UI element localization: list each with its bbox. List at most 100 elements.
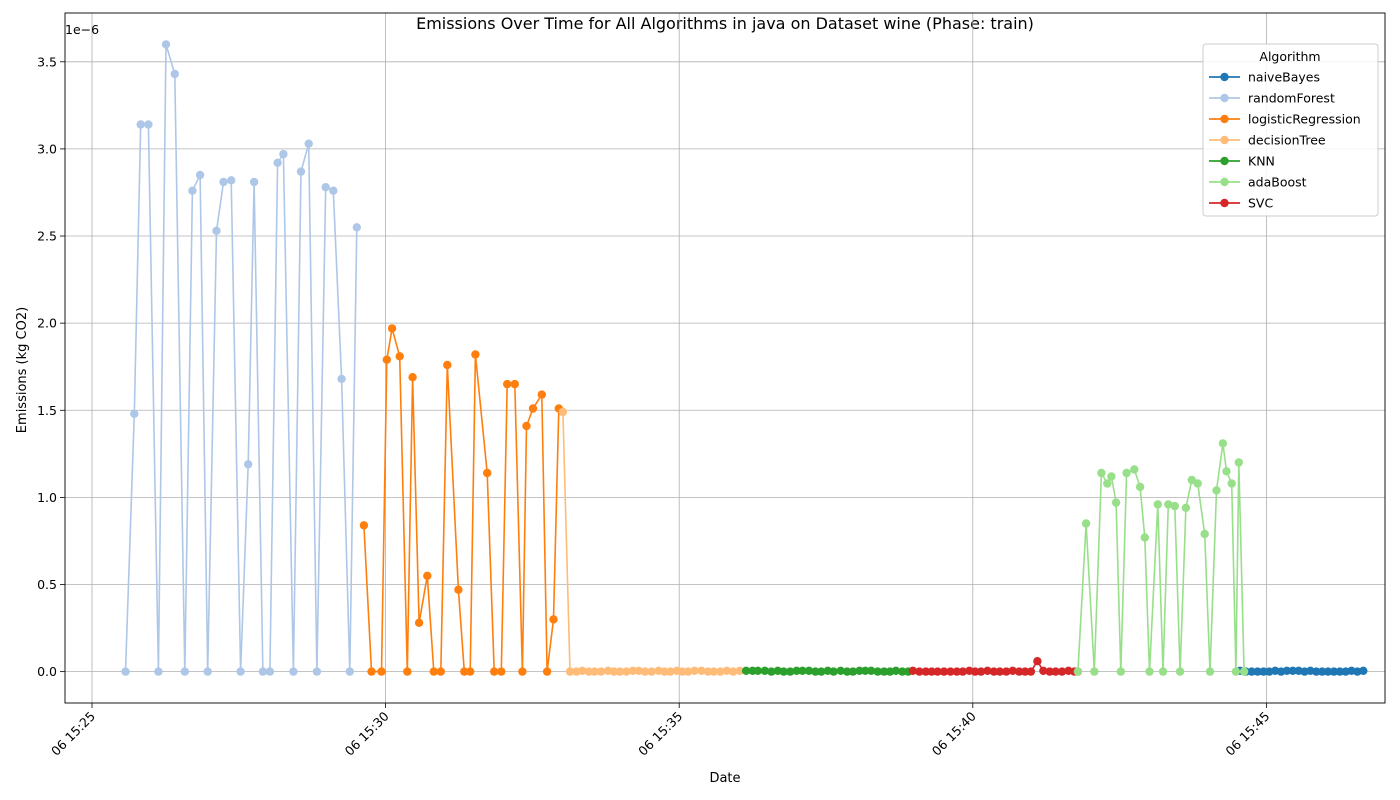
data-point-decisionTree [615,667,625,676]
data-point-logisticRegression [377,667,386,676]
data-point-randomForest [289,667,298,676]
data-point-randomForest [121,667,130,676]
data-point-SVC [1015,667,1024,676]
data-point-decisionTree [660,667,669,676]
data-point-KNN [792,666,801,675]
y-tick-label: 2.0 [37,316,57,331]
data-point-naiveBayes [1247,667,1256,676]
legend-marker [1220,135,1229,145]
data-point-KNN [842,667,852,676]
data-point-adaBoost [1081,519,1091,528]
data-point-randomForest [212,226,221,235]
data-point-adaBoost [1181,503,1191,512]
legend-entry-SVC: SVC [1209,196,1273,211]
data-point-KNN [811,667,820,676]
data-point-adaBoost [1175,667,1185,676]
data-point-randomForest [161,40,171,49]
data-point-randomForest [337,374,346,384]
legend-entry-naiveBayes: naiveBayes [1209,70,1320,85]
data-point-naiveBayes [1282,666,1292,675]
data-point-SVC [915,667,924,676]
data-point-KNN [867,666,876,675]
legend-marker [1220,93,1229,103]
data-point-adaBoost [1145,667,1154,676]
data-point-decisionTree [596,667,606,676]
data-point-logisticRegression [497,667,506,676]
data-point-decisionTree [683,667,693,676]
data-point-decisionTree [558,407,568,417]
data-point-randomForest [304,139,313,148]
data-point-SVC [983,666,992,675]
data-point-naiveBayes [1359,666,1368,675]
series-lines [121,40,1368,676]
data-point-KNN [836,666,845,675]
data-point-KNN [891,666,901,675]
data-point-logisticRegression [359,521,369,530]
data-point-decisionTree [628,666,637,675]
legend-label: decisionTree [1248,133,1326,148]
data-point-logisticRegression [518,667,527,676]
series-adaBoost [1073,439,1249,676]
data-point-adaBoost [1153,500,1163,509]
data-point-decisionTree [609,667,619,676]
data-point-logisticRegression [423,571,432,580]
data-point-decisionTree [703,667,713,676]
data-point-decisionTree [677,667,687,676]
data-point-SVC [1039,666,1048,675]
legend-entry-KNN: KNN [1209,154,1275,169]
data-point-randomForest [352,223,361,232]
data-point-logisticRegression [414,618,424,627]
data-point-randomForest [273,158,282,167]
legend-entry-decisionTree: decisionTree [1209,133,1326,148]
data-point-KNN [804,666,814,675]
data-point-logisticRegression [528,404,538,413]
data-point-adaBoost [1103,479,1112,488]
data-point-KNN [879,667,889,676]
data-point-logisticRegression [503,379,512,389]
data-point-logisticRegression [471,350,480,359]
data-point-logisticRegression [403,667,412,676]
data-point-decisionTree [735,666,744,675]
data-point-randomForest [296,167,306,176]
y-tick-label: 1.0 [37,490,57,505]
x-axis-label: Date [709,771,740,786]
legend-marker [1220,114,1229,124]
series-logisticRegression [359,324,563,676]
series-line-randomForest [124,43,358,673]
data-point-SVC [1033,657,1042,666]
data-point-decisionTree [729,667,738,676]
data-point-SVC [1051,667,1060,676]
data-point-KNN [855,666,864,675]
data-point-SVC [921,667,930,676]
legend-label: randomForest [1248,91,1335,106]
data-point-SVC [995,667,1004,676]
data-point-decisionTree [709,667,718,676]
legend: Algorithm naiveBayes randomForest logistic… [1202,43,1379,217]
data-point-randomForest [329,186,338,195]
data-point-KNN [760,666,770,675]
data-point-logisticRegression [510,379,519,389]
data-point-randomForest [188,186,197,195]
legend-marker [1220,72,1229,82]
data-point-decisionTree [690,666,699,675]
data-point-SVC [946,667,955,676]
data-point-SVC [970,667,980,676]
data-point-SVC [939,667,949,676]
series-decisionTree [558,407,744,676]
legend-entry-logisticRegression: logisticRegression [1209,112,1361,127]
data-point-randomForest [249,177,259,187]
data-point-KNN [848,667,858,676]
data-point-logisticRegression [382,355,391,364]
data-point-naiveBayes [1259,667,1268,676]
y-tick-label: 3.5 [37,54,57,69]
legend-marker [1220,156,1229,166]
data-point-naiveBayes [1318,667,1327,676]
data-point-randomForest [312,667,322,676]
data-point-decisionTree [590,667,599,676]
data-point-adaBoost [1218,439,1228,448]
data-point-logisticRegression [395,352,404,361]
data-point-adaBoost [1205,667,1215,676]
data-point-adaBoost [1135,482,1145,492]
data-point-logisticRegression [490,667,499,676]
